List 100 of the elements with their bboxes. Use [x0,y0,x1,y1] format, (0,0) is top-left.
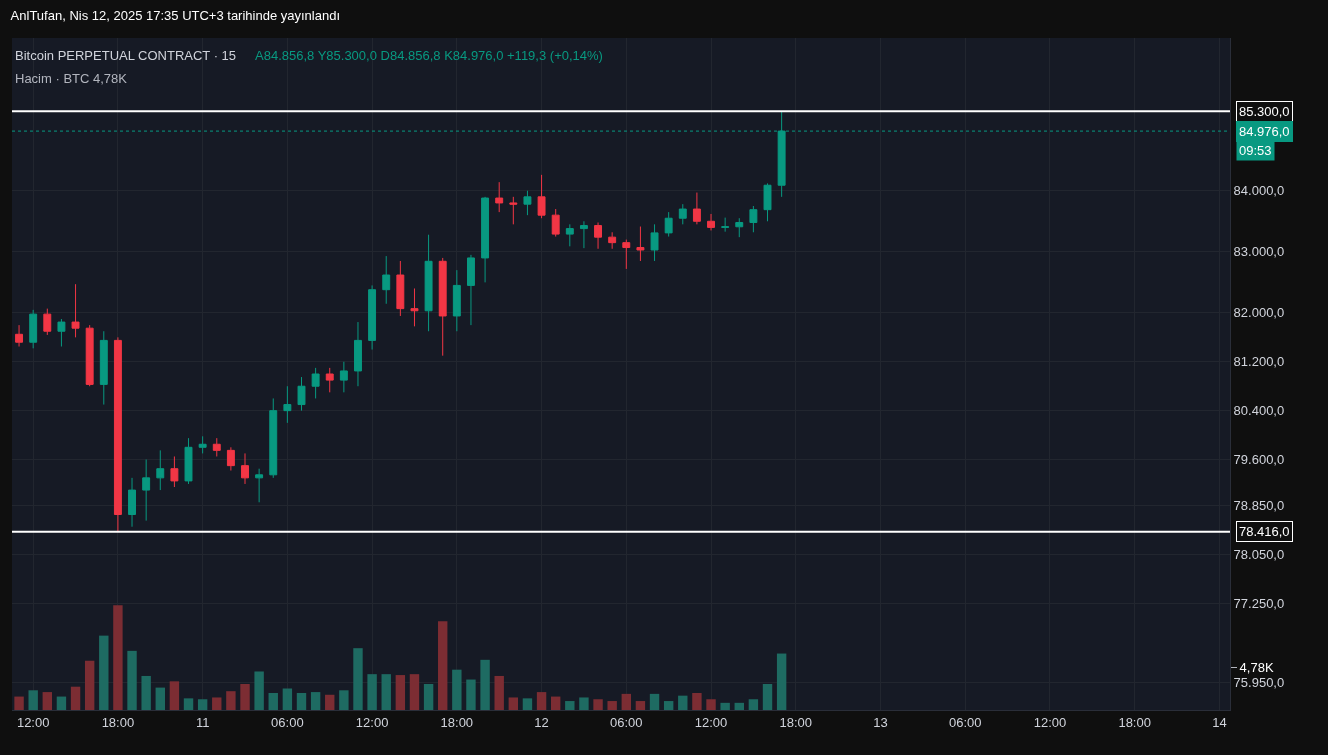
candlestick [438,257,447,357]
x-tick-label: 12:00 [16,714,50,730]
y-tick-label: 79.600,0 [1233,452,1285,468]
candlestick [467,254,475,326]
candlestick [142,459,151,522]
candlestick [565,223,574,247]
candlestick [481,196,490,283]
candlestick [43,308,52,336]
bar [635,701,646,710]
bar [734,702,744,710]
bar [706,699,716,710]
candlestick [707,213,715,231]
x-tick-label: 11 [195,714,210,730]
candlestick [29,309,38,349]
bar [113,605,123,710]
candlestick [622,239,631,270]
candlestick [15,324,24,348]
y-tick-label: 84.000,0 [1233,183,1285,199]
chart-title: AnlTufan, Nis 12, 2025 17:35 UTC+3 tarihinde yayınlandı [10,8,341,24]
candlestick [509,196,518,225]
bar [56,696,67,710]
candlestick [735,217,744,238]
bar [480,659,490,710]
candlestick [325,367,334,393]
y-tick-label: 80.400,0 [1233,403,1285,419]
bar [169,681,180,710]
bar [14,696,24,710]
y2-tick-label: 4,78K [1239,659,1274,675]
bar [423,684,434,710]
candlestick [692,192,701,225]
ref-line-label: 85.300,0 [1239,104,1290,119]
bar [593,699,603,710]
candlestick [664,211,673,238]
candlestick [636,226,645,262]
bar [494,675,504,710]
bar [536,692,547,710]
candlestick [410,287,419,327]
bar [776,653,787,710]
bar [579,697,589,710]
candlestick [283,385,292,424]
candlestick [749,205,758,233]
x-tick-label: 06:00 [271,714,304,730]
bar [127,650,137,710]
candlestick [226,446,235,472]
bar [325,694,335,710]
candlestick [424,234,433,332]
y-tick-label: 82.000,0 [1233,305,1285,321]
ref-line-label: 78.416,0 [1239,524,1290,539]
bar [353,648,363,710]
candlestick [198,435,207,454]
bar [212,697,222,710]
x-tick-label: 18:00 [779,714,813,730]
bar [720,702,730,710]
bar [395,675,406,710]
candlestick [763,182,772,222]
text: 09:53 [1239,143,1272,158]
candlestick [113,336,122,533]
bar [42,692,53,710]
bar [565,701,575,710]
bar [663,701,674,710]
y-tick-label: 77.250,0 [1233,595,1285,611]
candlestick [57,318,66,348]
candlestick [156,449,165,491]
x-tick-label: 06:00 [948,714,982,730]
candlestick [678,203,687,225]
bar [183,698,194,710]
candlestick [650,223,659,262]
candlestick [354,321,362,387]
candlestick [212,437,221,457]
annotation: A84.856,8 Y85.300,0 D84.856,8 K84.976,0 +119,3 (+0,14%) [255,48,603,63]
y-tick-label: 83.000,0 [1233,244,1285,260]
bar [762,684,773,710]
x-tick-label: 14 [1212,714,1227,730]
x-tick-label: 18:00 [101,714,135,730]
bar [84,660,95,710]
ref-line-label: 84.976,0 [1239,124,1290,139]
bar [268,692,278,710]
bar [254,671,264,710]
candlestick [594,221,603,250]
bar [141,675,151,710]
bar [550,696,561,710]
bar [28,690,38,710]
x-tick-label: 13 [873,714,888,730]
bar [296,692,307,710]
bar [99,635,109,710]
candlestick [396,260,405,317]
bar [339,690,349,710]
x-tick-label: 12 [534,714,549,730]
candlestick [495,181,504,213]
bar [522,698,533,710]
bar [748,699,759,710]
x-tick-label: 18:00 [440,714,474,730]
candlestick [128,477,136,528]
candlestick [311,367,320,399]
bar [466,679,476,710]
bar [70,686,81,710]
candlestick [99,330,108,406]
bar [438,621,448,710]
candlestick [297,376,306,412]
candlestick [85,324,94,387]
